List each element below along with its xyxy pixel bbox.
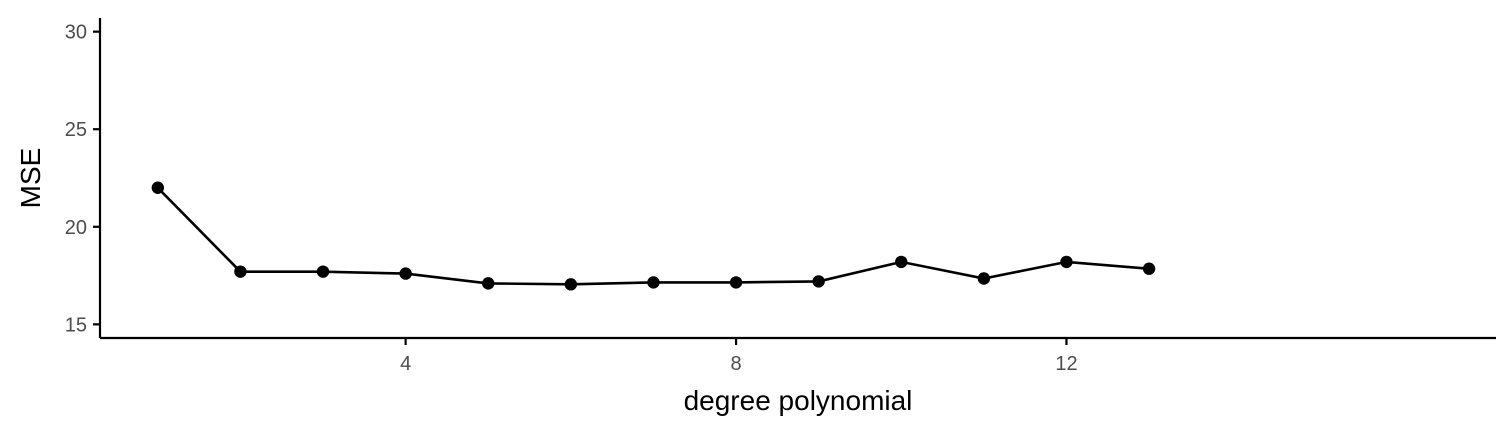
data-point <box>482 277 495 290</box>
y-axis-ticks: 15 20 25 30 <box>65 22 100 336</box>
data-point <box>564 278 578 291</box>
x-tick-label: 12 <box>1055 353 1077 375</box>
y-tick-label: 15 <box>65 314 87 336</box>
data-point <box>399 267 412 280</box>
x-axis-ticks: 4 8 12 <box>400 338 1078 375</box>
data-point <box>316 265 330 278</box>
y-axis-title: MSE <box>15 148 46 209</box>
data-point <box>977 272 991 285</box>
y-tick-label: 20 <box>65 217 87 239</box>
y-tick-label: 25 <box>65 119 87 141</box>
data-point <box>647 276 660 289</box>
data-point <box>812 275 825 288</box>
data-point <box>895 255 908 269</box>
data-point <box>151 181 165 194</box>
x-tick-label: 4 <box>400 353 411 375</box>
x-tick-label: 8 <box>730 353 741 375</box>
series-group <box>151 181 1156 291</box>
data-point <box>1142 262 1156 275</box>
x-axis-title: degree polynomial <box>684 385 913 416</box>
data-point <box>1060 255 1073 269</box>
y-tick-label: 30 <box>65 22 87 44</box>
data-point <box>729 276 743 289</box>
data-point <box>234 265 247 278</box>
series-line <box>156 186 1150 286</box>
